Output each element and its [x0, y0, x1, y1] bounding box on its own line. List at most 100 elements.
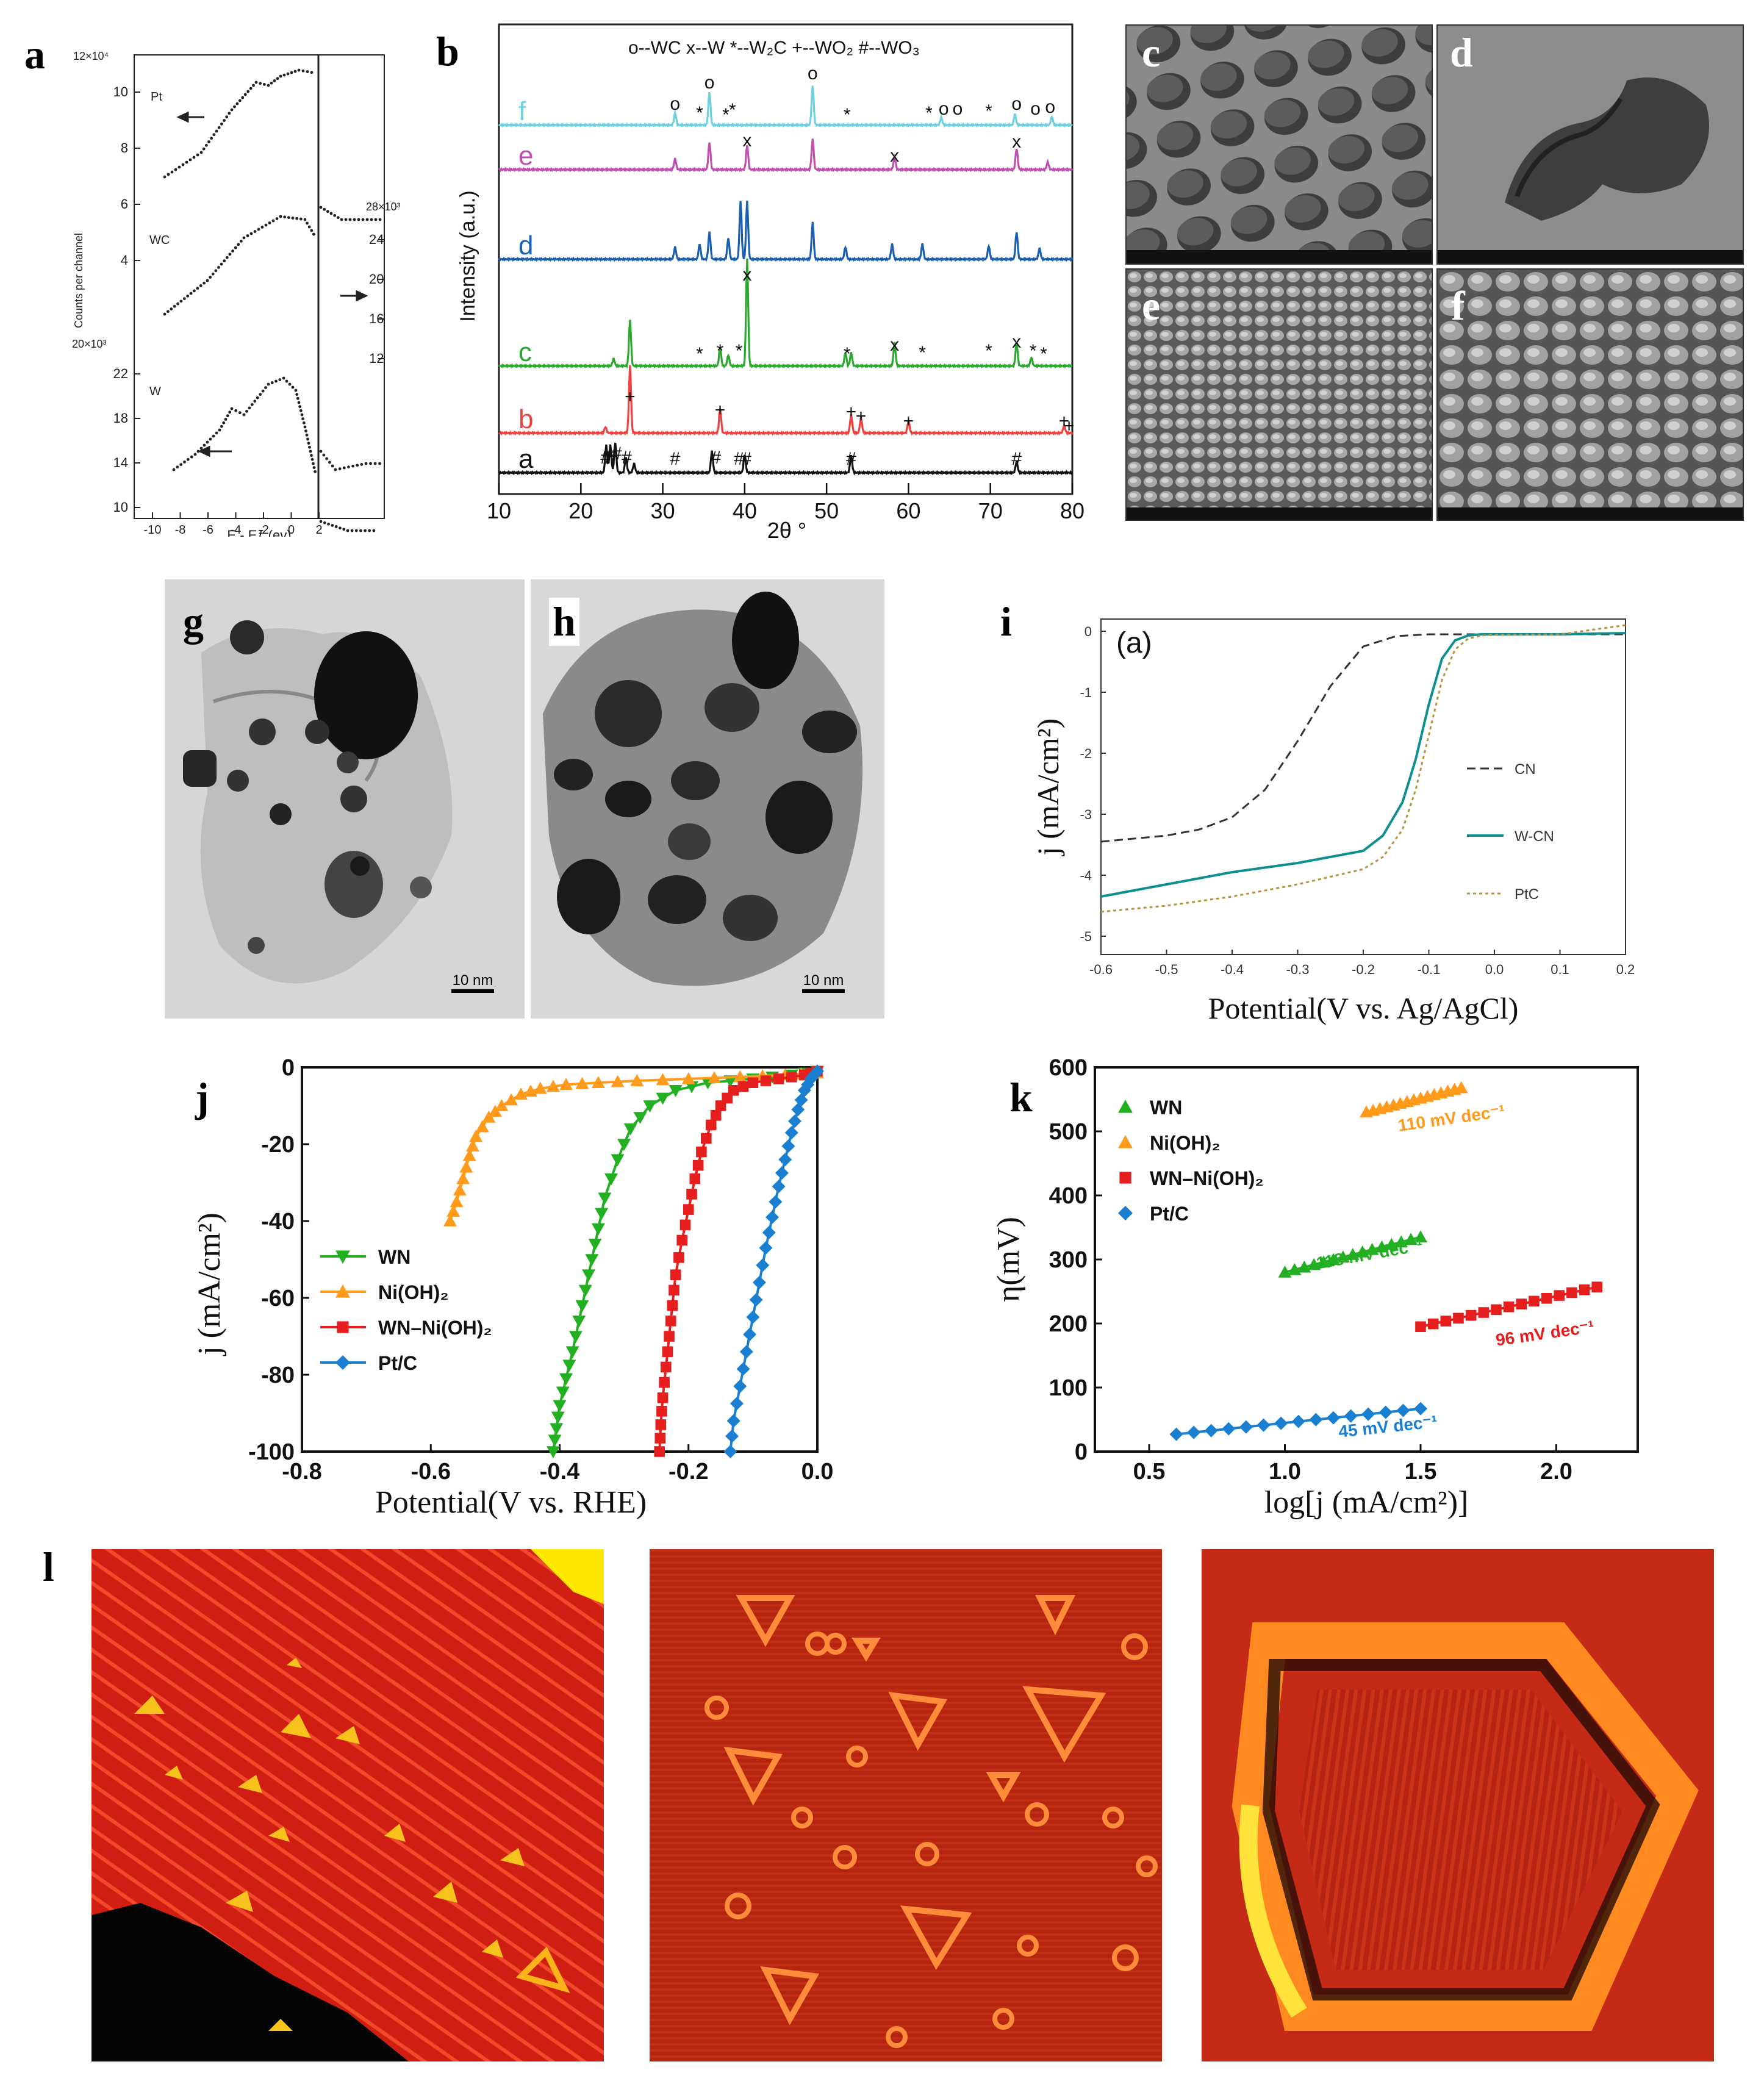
peak-marker: o [939, 99, 949, 119]
spectrum-point [302, 421, 306, 424]
spectrum-point [199, 284, 203, 287]
data-point [730, 1397, 744, 1411]
spectrum-point [309, 450, 312, 453]
tick-label: 10 [487, 498, 511, 523]
spectrum-point [312, 232, 315, 236]
data-point [723, 1445, 737, 1458]
data-point [1291, 1414, 1305, 1428]
panel-k: k 0.5 1.0 1.5 2.0 0 100 200 300 400 500 600 log[j (… [988, 1049, 1659, 1537]
legend-label: Pt/C [378, 1352, 417, 1374]
spectrum-point [304, 429, 307, 433]
spectrum-point [199, 151, 203, 154]
spectrum-point [250, 403, 254, 406]
peak-marker: o [808, 63, 818, 84]
spectrum-point [365, 218, 369, 221]
peak-marker: # [741, 449, 751, 469]
data-point [443, 1214, 457, 1227]
data-point [550, 1423, 564, 1436]
spectrum-point [336, 216, 340, 220]
peak-marker: + [715, 400, 726, 420]
data-point [781, 1139, 795, 1153]
data-point [595, 1208, 609, 1220]
tick-label: -2 [1080, 746, 1092, 761]
data-point [1396, 1403, 1410, 1417]
curve-label-pt: Pt [151, 90, 162, 104]
spectrum-point [262, 82, 266, 86]
data-point [1274, 1416, 1288, 1430]
spectrum-point [351, 464, 354, 468]
tick-label: 100 [1049, 1375, 1088, 1401]
data-point [1454, 1081, 1468, 1094]
spectrum-point [350, 529, 354, 532]
spectrum-point [273, 79, 276, 82]
spectrum-point [206, 440, 209, 444]
spectrum-point [270, 381, 274, 384]
spectrum-point [243, 93, 247, 96]
peak-marker: * [696, 344, 703, 364]
tick-label: -0.2 [1352, 962, 1375, 977]
data-point [553, 1400, 567, 1413]
tick-label: 200 [1049, 1311, 1088, 1337]
data-point [453, 1183, 467, 1196]
tick-label: 14 [113, 455, 128, 470]
panel-label-j: j [195, 1074, 209, 1120]
panel-a-left-ticks-top: 10 8 6 4 [113, 84, 140, 268]
spectrum-point [340, 218, 343, 221]
spectrum-point [310, 229, 314, 232]
panel-a-ylabel: Counts per channel [73, 233, 85, 328]
panel-a-w-scale: 20×10³ [72, 338, 107, 350]
spectrum-point [283, 215, 287, 219]
tick-label: 0 [282, 1055, 295, 1081]
tick-label: 0 [1075, 1439, 1088, 1465]
spectrum-point [325, 457, 328, 460]
spectrum-point [202, 147, 206, 151]
peak-marker: # [600, 448, 611, 468]
axis-xlabel-k: log[j (mA/cm²)] [1264, 1485, 1469, 1520]
peak-marker: o [1030, 99, 1041, 119]
xrd-trace [498, 365, 1074, 436]
data-point [504, 1093, 518, 1106]
tick-label: 0.0 [801, 1459, 834, 1485]
spectrum-point [224, 418, 228, 421]
axis-ylabel-k: η(mV) [991, 1217, 1026, 1302]
spectrum-point [259, 82, 262, 85]
spectrum-point [248, 406, 251, 410]
spectrum-point [285, 379, 289, 383]
data-point [752, 1275, 766, 1289]
spectrum-point [172, 468, 176, 471]
tick-label: -0.8 [282, 1459, 321, 1485]
data-point [578, 1284, 592, 1297]
series-2 [1415, 1281, 1603, 1333]
spectrum-point [282, 376, 285, 380]
photoemission-spectra: Counts per channel E - Eƒ (ev) 12×10⁴ 10… [72, 50, 401, 537]
spectrum-point [333, 213, 337, 217]
peak-marker: # [607, 445, 617, 465]
data-point [772, 1180, 786, 1194]
data-point [446, 1205, 461, 1217]
peak-marker: + [903, 411, 914, 431]
data-point [710, 1109, 722, 1121]
legend-label: WN–Ni(OH)₂ [1150, 1167, 1264, 1189]
spectrum-point [245, 410, 248, 413]
data-point [1361, 1407, 1375, 1421]
data-point [591, 1076, 605, 1088]
spectrum-point [209, 276, 212, 279]
data-point [598, 1192, 612, 1205]
panel-label-e: e [1142, 282, 1161, 329]
her-polarization-chart: -0.8 -0.6 -0.4 -0.2 0.0 0 -20 -40 -60 -80 -100 Pote… [192, 1055, 834, 1520]
spectrum-point [323, 521, 326, 525]
spectrum-point [310, 454, 313, 457]
xrd-trace-label: b [518, 404, 533, 434]
data-point [728, 1085, 739, 1096]
peak-marker: + [856, 406, 867, 426]
data-point [786, 1071, 797, 1083]
data-point [1118, 1100, 1133, 1113]
spectrum-point [173, 304, 176, 308]
xrd-trace-label: f [518, 96, 526, 126]
data-point [1414, 1402, 1427, 1416]
spectrum-point [203, 443, 206, 447]
axis-ylabel-i: j (mA/cm²) [1031, 718, 1065, 857]
tick-label: -10 [144, 523, 162, 537]
sem-image-d: d [1436, 24, 1744, 265]
